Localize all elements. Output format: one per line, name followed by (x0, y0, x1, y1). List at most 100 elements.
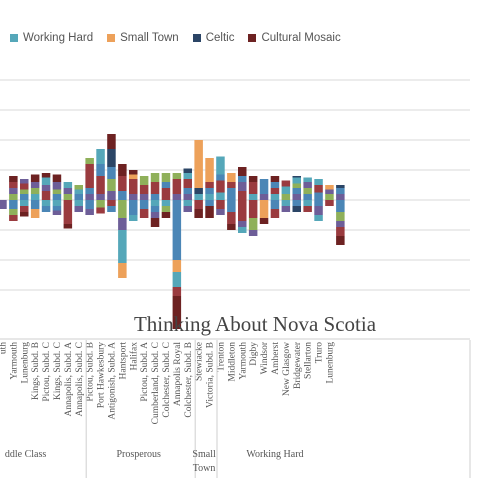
category-label: Windsor (260, 341, 270, 374)
bar-segment (161, 173, 171, 182)
bar-segment (107, 149, 116, 167)
bar-segment (216, 174, 225, 181)
bar-segment (63, 182, 73, 188)
category-label: Lunenburg (325, 342, 335, 384)
bar-segment (336, 221, 345, 227)
bar-segment (139, 209, 149, 218)
bar-segment (20, 212, 29, 217)
bar-segment (183, 194, 192, 200)
bar-segment (107, 179, 116, 191)
bar-segment (52, 174, 62, 182)
bar-segment (238, 200, 247, 221)
bar-segment (85, 200, 94, 209)
bar-segment (248, 200, 258, 218)
bar-segment (314, 192, 323, 200)
bar-segment (107, 200, 116, 206)
bar-segment (281, 206, 291, 212)
category-label: Hantsport (118, 342, 128, 380)
bar-segment (52, 182, 62, 190)
legend-swatch (107, 34, 116, 42)
bar-segment (227, 224, 236, 230)
bar-segment (161, 188, 171, 200)
group-label: Prosperous (116, 449, 161, 460)
bar-segment (270, 182, 280, 188)
bar-segment (303, 206, 312, 212)
bar-segment (336, 188, 345, 194)
legend-label: Cultural Mosaic (261, 32, 341, 44)
bar-segment (194, 200, 203, 209)
bar-segment (183, 179, 192, 188)
bar-segment (30, 182, 40, 188)
category-label: Kings, Subd. C (53, 342, 63, 400)
legend-item: Cultural Mosaic (248, 32, 341, 44)
bar-segment (325, 189, 334, 194)
bar-segment (314, 179, 323, 185)
bar-segment (129, 215, 138, 221)
category-label: Cumberland, Subd. C (151, 342, 161, 424)
bar-segment (41, 173, 51, 178)
bar-segment (96, 176, 105, 194)
bar-segment (194, 194, 203, 200)
bar-segment (270, 209, 280, 218)
bar-segment (238, 167, 247, 176)
bar-segment (9, 188, 18, 194)
bar-segment (216, 200, 225, 209)
bar-segment (118, 191, 127, 200)
bar-segment (216, 180, 225, 193)
bar-segment (30, 194, 40, 200)
bar-segment (129, 194, 138, 200)
category-label: Amherst (271, 342, 281, 375)
bar-segment (292, 176, 301, 178)
bar-segment (161, 206, 171, 212)
bar-segment (205, 158, 214, 182)
bar-segment (107, 134, 116, 149)
bar-segment (336, 194, 345, 200)
bar-segment (74, 206, 83, 212)
bar-segment (248, 182, 258, 194)
chart-title: Thinking About Nova Scotia (134, 312, 377, 336)
bar-segment (292, 177, 301, 184)
bar-segment (0, 200, 7, 209)
bar-segment (238, 227, 247, 233)
bar-segment (74, 194, 83, 200)
bar-segment (336, 185, 345, 188)
category-label: Bridgewater (293, 341, 303, 389)
bar-segment (139, 194, 149, 200)
bar-segment (150, 173, 160, 182)
category-label: Port Hawkesbury (97, 342, 107, 408)
bar-segment (270, 188, 280, 194)
bar-segment (52, 189, 62, 194)
bar-segment (336, 200, 345, 212)
bar-segment (183, 206, 192, 212)
bar-segment (281, 200, 291, 206)
legend-item: Celtic (192, 32, 234, 44)
legend-swatch (10, 34, 18, 42)
bar-segment (41, 177, 51, 185)
bar-segment (194, 140, 203, 188)
bar-segment (227, 200, 236, 212)
category-label: Antigonish, Subd. A (107, 342, 117, 420)
bar-segment (107, 206, 116, 212)
bar-segment (227, 212, 236, 224)
bar-segment (30, 200, 40, 209)
bar-segment (96, 207, 105, 214)
category-label: Pictou, Subd. C (42, 342, 52, 402)
bar-segment (150, 200, 160, 206)
group-label: ddle Class (5, 449, 46, 460)
bar-segment (314, 206, 323, 215)
bar-segment (303, 182, 312, 188)
bar-segment (325, 185, 334, 190)
bar-segment (139, 176, 149, 185)
bar-segment (183, 173, 192, 179)
bar-segment (248, 176, 258, 182)
bar-segment (20, 179, 29, 184)
bar-segment (172, 260, 182, 272)
legend-label: Working Hard (23, 32, 94, 44)
bar-segment (248, 194, 258, 200)
bar-segment (161, 182, 171, 188)
bar-segment (281, 186, 291, 194)
bar-segment (74, 189, 83, 194)
bar-segment (41, 206, 51, 212)
category-label: uth (0, 342, 8, 354)
bar-segment (63, 200, 73, 224)
